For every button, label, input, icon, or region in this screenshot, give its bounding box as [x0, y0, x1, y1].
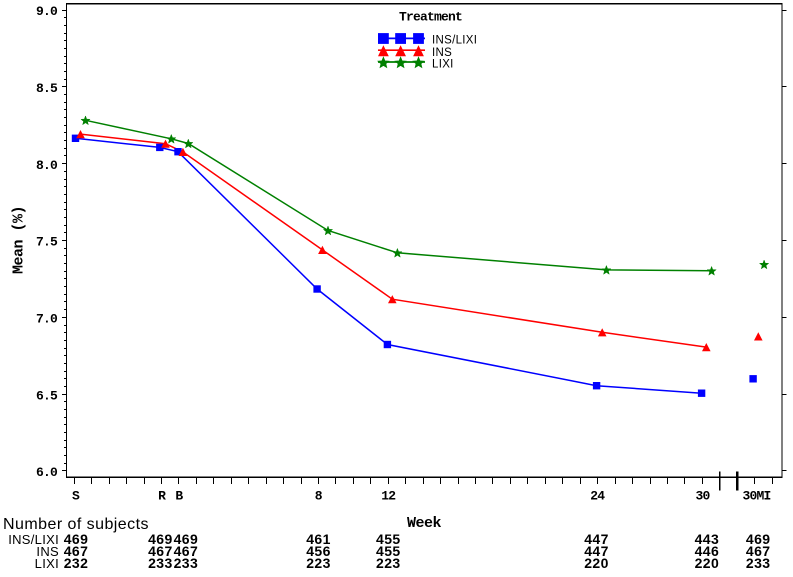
- svg-text:223: 223: [376, 555, 401, 571]
- svg-text:24: 24: [590, 489, 605, 504]
- svg-text:Week: Week: [407, 515, 442, 532]
- svg-text:INS: INS: [432, 47, 452, 59]
- svg-text:30: 30: [695, 489, 710, 504]
- svg-text:6.0: 6.0: [36, 465, 58, 480]
- svg-text:LIXI: LIXI: [35, 556, 59, 571]
- svg-text:8.0: 8.0: [36, 158, 58, 173]
- svg-text:447: 447: [584, 543, 609, 559]
- svg-text:447: 447: [584, 531, 609, 547]
- svg-text:8.5: 8.5: [36, 81, 58, 96]
- svg-text:446: 446: [695, 543, 720, 559]
- svg-text:232: 232: [64, 555, 89, 571]
- svg-text:Mean (%): Mean (%): [11, 206, 28, 274]
- svg-text:7.0: 7.0: [36, 312, 58, 327]
- svg-text:456: 456: [306, 543, 331, 559]
- svg-text:220: 220: [695, 555, 720, 571]
- svg-text:INS/LIXI: INS/LIXI: [8, 532, 59, 547]
- svg-text:467: 467: [174, 543, 199, 559]
- svg-text:Treatment: Treatment: [399, 9, 462, 24]
- svg-text:8: 8: [315, 489, 323, 504]
- svg-text:233: 233: [746, 555, 771, 571]
- svg-text:469: 469: [746, 531, 771, 547]
- svg-text:30MI: 30MI: [742, 489, 770, 504]
- svg-text:INS: INS: [36, 544, 59, 559]
- svg-text:S: S: [72, 489, 80, 504]
- svg-text:223: 223: [306, 555, 331, 571]
- svg-text:443: 443: [695, 531, 720, 547]
- svg-text:461: 461: [306, 531, 331, 547]
- svg-text:467: 467: [64, 543, 89, 559]
- svg-text:Number of subjects: Number of subjects: [3, 516, 149, 533]
- svg-text:467: 467: [148, 543, 173, 559]
- svg-text:INS/LIXI: INS/LIXI: [432, 35, 477, 47]
- svg-text:R: R: [158, 489, 166, 504]
- svg-text:7.5: 7.5: [36, 235, 58, 250]
- svg-text:467: 467: [746, 543, 771, 559]
- svg-text:220: 220: [584, 555, 609, 571]
- svg-text:12: 12: [381, 489, 396, 504]
- svg-text:455: 455: [376, 543, 401, 559]
- svg-text:469: 469: [64, 531, 89, 547]
- svg-text:469: 469: [174, 531, 199, 547]
- svg-text:6.5: 6.5: [36, 388, 58, 403]
- svg-text:B: B: [175, 489, 183, 504]
- svg-text:233: 233: [174, 555, 199, 571]
- svg-text:469: 469: [148, 531, 173, 547]
- svg-text:9.0: 9.0: [36, 4, 58, 19]
- svg-text:LIXI: LIXI: [432, 59, 454, 71]
- svg-text:455: 455: [376, 531, 401, 547]
- svg-text:233: 233: [148, 555, 173, 571]
